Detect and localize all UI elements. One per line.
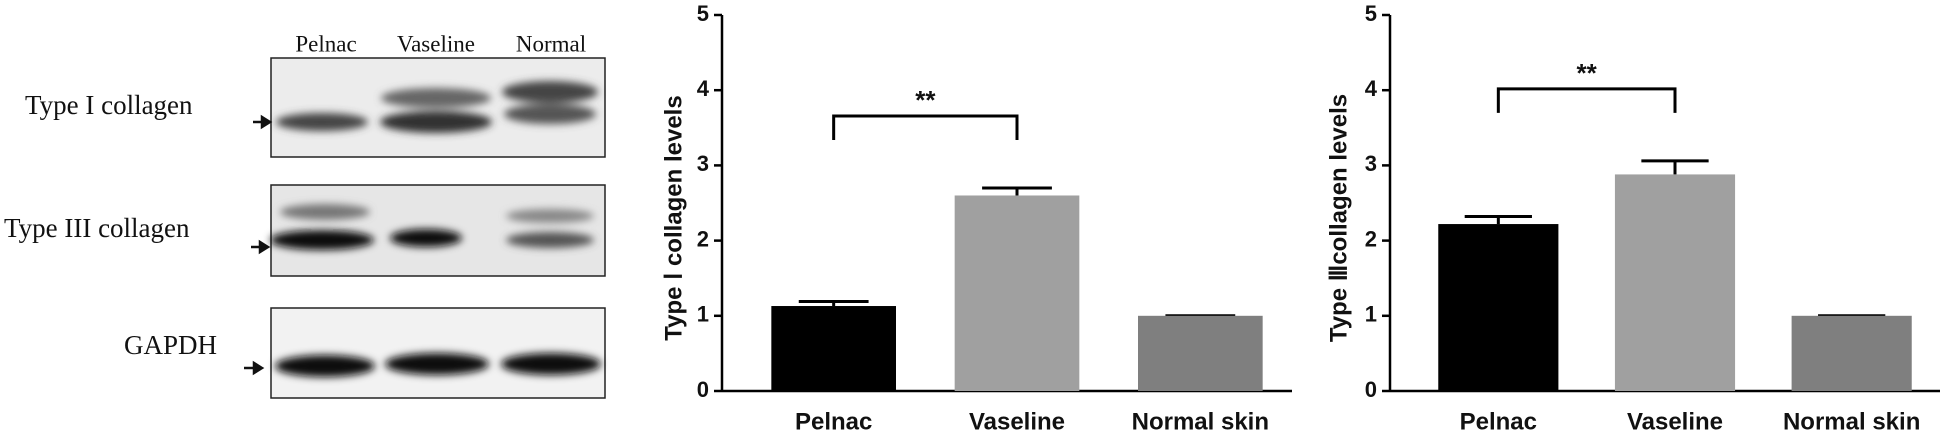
x-tick-label: Vaseline	[1627, 408, 1723, 434]
y-tick-label: 2	[1365, 226, 1377, 251]
blot-box	[270, 307, 606, 399]
bar-chart: 0 1 2 3 4 5 Type Ⅲcollagen levels Pelnac Vaselin…	[1325, 1, 1940, 434]
bands	[275, 353, 601, 377]
significance-bracket	[1496, 87, 1677, 113]
y-tick-label: 0	[1365, 377, 1377, 402]
y-axis-label: Type Ⅰ collagen levels	[660, 95, 687, 340]
blot-panel: Pelnac Vaseline Normal Type I collagen T…	[4, 31, 606, 399]
x-tick-label: Pelnac	[1460, 408, 1537, 434]
significance-bracket	[832, 114, 1019, 140]
y-tick-label: 3	[1365, 151, 1377, 176]
y-tick-label: 1	[697, 302, 709, 327]
significance-label: **	[1577, 58, 1598, 88]
row-label: GAPDH	[124, 330, 217, 360]
bar-chart: 0 1 2 3 4 5 Type Ⅰ collagen levels Pelnac Vaseli…	[660, 1, 1292, 434]
y-tick-label: 1	[1365, 302, 1377, 327]
y-tick-label: 4	[1365, 76, 1378, 101]
bar	[1438, 224, 1559, 391]
bands	[270, 204, 594, 250]
y-tick-label: 4	[697, 76, 710, 101]
row-label: Type I collagen	[25, 90, 193, 120]
y-tick-label: 5	[697, 1, 709, 26]
lane-label: Pelnac	[295, 31, 356, 56]
bar	[771, 306, 896, 391]
x-tick-label: Vaseline	[969, 408, 1065, 434]
bar	[1138, 315, 1263, 391]
y-tick-label: 0	[697, 377, 709, 402]
x-tick-label: Pelnac	[795, 408, 872, 434]
y-tick-label: 2	[697, 226, 709, 251]
x-tick-label: Normal skin	[1783, 408, 1920, 434]
bands	[276, 81, 598, 133]
lane-label: Vaseline	[397, 31, 475, 56]
bar	[1791, 315, 1912, 391]
row-label: Type III collagen	[4, 213, 190, 243]
bar	[1614, 174, 1736, 391]
lane-label: Normal	[516, 31, 586, 56]
y-axis-label: Type Ⅲcollagen levels	[1325, 94, 1352, 342]
bar	[954, 195, 1080, 391]
x-tick-label: Normal skin	[1132, 408, 1269, 434]
y-tick-label: 3	[697, 151, 709, 176]
arrows	[244, 114, 273, 376]
significance-label: **	[915, 85, 936, 115]
y-tick-label: 5	[1365, 1, 1377, 26]
